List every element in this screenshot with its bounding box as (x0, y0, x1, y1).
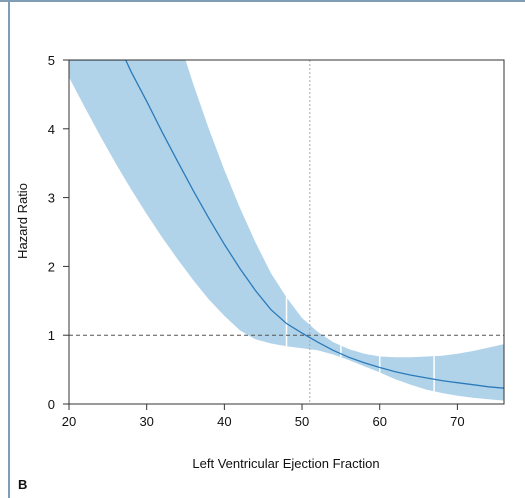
y-tick-label: 4 (48, 122, 55, 137)
reference-lines (69, 60, 504, 404)
frame-left-border (8, 0, 10, 498)
x-tick-label: 40 (217, 414, 231, 429)
y-tick-label: 0 (48, 397, 55, 412)
knot-markers (285, 297, 435, 392)
confidence-band (69, 60, 504, 401)
hazard-ratio-line (69, 60, 504, 389)
x-tick-label: 50 (295, 414, 309, 429)
y-axis-label: Hazard Ratio (15, 183, 30, 259)
estimate-line-layer (69, 60, 504, 389)
y-tick-label: 1 (48, 328, 55, 343)
y-axis-ticks: 0 1 2 3 4 5 (48, 53, 69, 412)
x-axis-ticks: 20 30 40 50 60 70 (62, 404, 465, 429)
y-tick-label: 2 (48, 259, 55, 274)
y-tick-label: 3 (48, 191, 55, 206)
panel-label: B (18, 477, 28, 492)
x-tick-label: 30 (139, 414, 153, 429)
x-tick-label: 20 (62, 414, 76, 429)
plot-border (68, 59, 505, 405)
x-tick-label: 60 (372, 414, 386, 429)
frame-top-border (0, 0, 525, 2)
ci-band-layer (69, 60, 504, 401)
y-tick-label: 5 (48, 53, 55, 68)
x-axis-label: Left Ventricular Ejection Fraction (192, 456, 379, 471)
x-tick-label: 70 (450, 414, 464, 429)
